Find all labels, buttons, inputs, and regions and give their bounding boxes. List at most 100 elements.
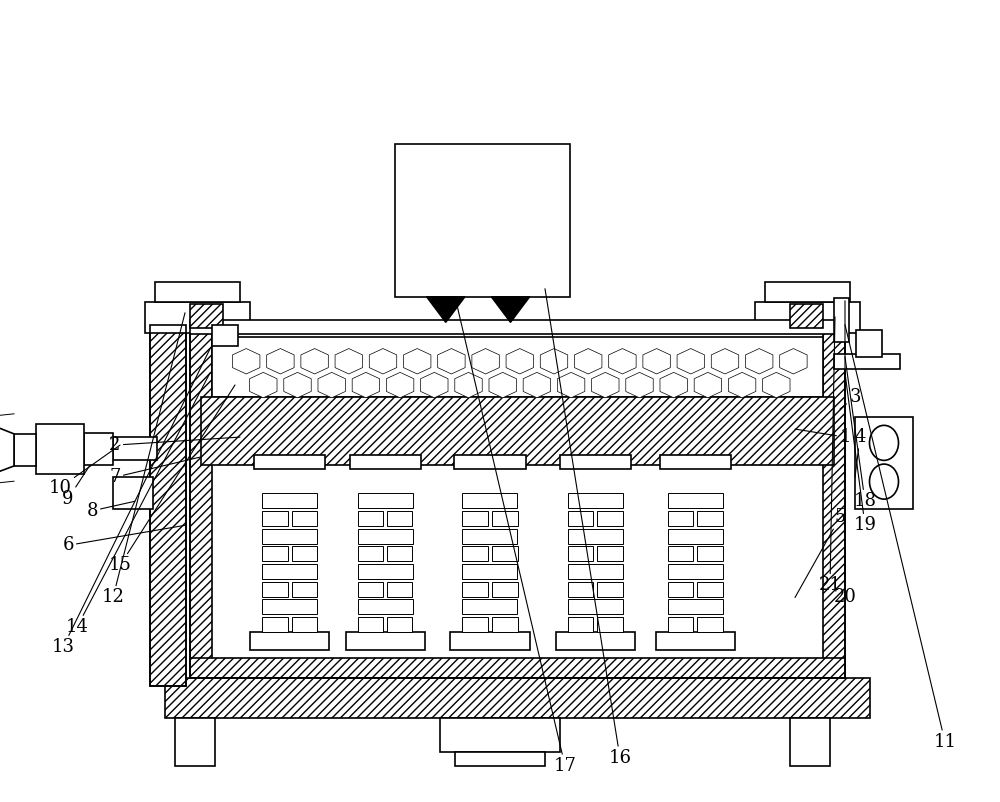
Bar (36, 424, 84, 474)
Bar (292, 581, 317, 597)
Bar (346, 632, 424, 650)
Bar (462, 564, 517, 579)
Bar (462, 493, 517, 508)
Ellipse shape (870, 425, 898, 460)
Bar (155, 282, 240, 302)
Ellipse shape (870, 464, 898, 499)
Text: 19: 19 (845, 373, 876, 534)
Bar (660, 455, 730, 469)
Bar (350, 455, 420, 469)
Bar (387, 617, 412, 632)
Bar (358, 546, 383, 561)
Text: 2: 2 (109, 436, 240, 454)
Bar (292, 617, 317, 632)
Bar (597, 581, 622, 597)
Bar (254, 455, 325, 469)
Polygon shape (0, 403, 14, 495)
Bar (455, 752, 545, 766)
Bar (697, 511, 722, 526)
Bar (556, 632, 635, 650)
Bar (834, 354, 900, 369)
Bar (492, 546, 518, 561)
Bar (440, 718, 560, 752)
Bar (175, 718, 215, 766)
Bar (190, 304, 223, 328)
Bar (668, 599, 722, 614)
Bar (395, 144, 570, 297)
Bar (856, 330, 882, 357)
Bar (668, 493, 722, 508)
Bar (568, 529, 622, 544)
Bar (568, 511, 593, 526)
Bar (697, 581, 722, 597)
Bar (834, 298, 849, 342)
Text: 9: 9 (62, 465, 90, 508)
Bar (262, 581, 288, 597)
Bar (262, 511, 288, 526)
Bar (668, 546, 693, 561)
Bar (462, 511, 488, 526)
Bar (212, 337, 823, 397)
Bar (668, 581, 693, 597)
Bar (387, 546, 412, 561)
Text: 12: 12 (102, 313, 185, 606)
Bar (454, 455, 526, 469)
Text: 8: 8 (86, 501, 135, 520)
Bar (568, 599, 622, 614)
Bar (668, 564, 722, 579)
Text: 6: 6 (62, 525, 185, 554)
Bar (292, 546, 317, 561)
Bar (145, 302, 250, 333)
Text: 5: 5 (795, 508, 846, 597)
Bar (212, 325, 238, 346)
Bar (597, 617, 622, 632)
Bar (855, 417, 913, 509)
Text: 13: 13 (52, 349, 210, 656)
Text: 21: 21 (819, 317, 841, 594)
Bar (568, 617, 593, 632)
Bar (387, 581, 412, 597)
Bar (568, 493, 622, 508)
Bar (165, 678, 870, 718)
Bar (568, 564, 622, 579)
Bar (262, 529, 317, 544)
Bar (113, 477, 153, 509)
Bar (262, 599, 317, 614)
Bar (597, 511, 622, 526)
Bar (190, 658, 845, 678)
Text: 14: 14 (66, 373, 210, 636)
Bar (250, 632, 329, 650)
Bar (358, 564, 413, 579)
Bar (387, 511, 412, 526)
Bar (201, 397, 834, 465)
Text: 11: 11 (845, 325, 956, 751)
Text: 10: 10 (48, 445, 120, 496)
Bar (113, 437, 157, 460)
Bar (790, 304, 823, 328)
Text: 20: 20 (834, 301, 856, 606)
Bar (697, 617, 722, 632)
Bar (358, 511, 383, 526)
Polygon shape (426, 297, 465, 322)
Bar (668, 617, 693, 632)
Bar (84, 433, 113, 465)
Bar (668, 511, 693, 526)
Bar (358, 529, 413, 544)
Bar (150, 325, 186, 686)
Bar (262, 493, 317, 508)
Bar (262, 564, 317, 579)
Text: 4: 4 (854, 428, 866, 477)
Bar (697, 546, 722, 561)
Text: 3: 3 (840, 388, 861, 409)
Bar (462, 581, 488, 597)
Bar (492, 617, 518, 632)
Text: 7: 7 (109, 457, 200, 486)
Bar (358, 581, 383, 597)
Bar (568, 546, 593, 561)
Bar (190, 319, 845, 334)
Bar (462, 529, 517, 544)
Bar (262, 546, 288, 561)
Bar (292, 511, 317, 526)
Bar (597, 546, 622, 561)
Bar (150, 325, 186, 686)
